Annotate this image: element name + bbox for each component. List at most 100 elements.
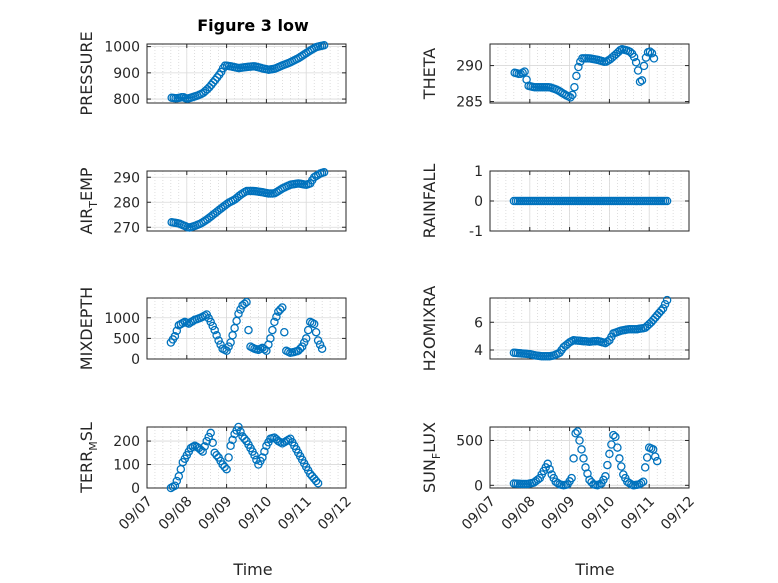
data-point — [240, 434, 249, 443]
data-point — [567, 473, 576, 483]
data-point — [639, 61, 649, 71]
y-tick-label: 900 — [113, 66, 140, 82]
data-point — [260, 447, 269, 456]
axes-box — [146, 426, 347, 489]
y-tick-label: 200 — [113, 434, 140, 450]
data-point — [299, 338, 309, 347]
y-axis-label: THETA — [420, 48, 439, 100]
y-tick-label: 0 — [474, 194, 483, 210]
data-point — [545, 464, 554, 474]
y-tick-label: 500 — [456, 433, 483, 449]
y-tick-label: 280 — [113, 195, 140, 211]
data-point — [574, 62, 583, 72]
data-point — [658, 304, 668, 313]
data-point — [615, 454, 624, 463]
data-point — [573, 427, 582, 436]
data-point — [236, 305, 245, 314]
data-point — [629, 52, 639, 62]
axes-box — [489, 297, 690, 360]
data-point — [656, 306, 666, 315]
data-point — [170, 481, 180, 490]
axes-box — [489, 43, 690, 104]
data-point — [641, 53, 651, 62]
data-point — [297, 342, 307, 351]
data-point — [642, 453, 652, 462]
data-point — [295, 344, 305, 353]
data-point — [224, 342, 233, 351]
data-point — [611, 432, 620, 442]
data-point — [313, 336, 323, 345]
x-axis-label-left: Time — [232, 560, 272, 579]
x-tick-label: 09/09 — [539, 494, 579, 534]
data-point — [214, 336, 223, 345]
subplot-air-temp: 270 280 290 AIRTEMP — [77, 167, 347, 236]
data-point — [270, 317, 279, 327]
data-point — [311, 327, 321, 337]
x-tick-label: 09/08 — [499, 494, 539, 534]
data-point — [609, 430, 618, 440]
data-point — [638, 477, 648, 486]
data-point — [258, 453, 267, 462]
data-point — [645, 47, 655, 56]
data-point — [317, 344, 327, 353]
y-tick-label: 285 — [456, 95, 483, 111]
x-tick-label: 09/07 — [459, 494, 499, 534]
data-point — [662, 295, 672, 305]
y-axis-label: PRESSURE — [77, 31, 96, 115]
data-point — [635, 77, 645, 87]
data-point — [206, 428, 215, 438]
data-point — [649, 54, 659, 63]
data-point — [208, 321, 217, 331]
y-tick-label: 6 — [474, 315, 483, 331]
data-point — [280, 327, 289, 337]
data-point — [210, 325, 219, 335]
data-point — [268, 325, 277, 335]
data-point — [566, 93, 575, 102]
data-point — [613, 443, 622, 452]
y-axis-label: TERRMSL — [77, 422, 100, 494]
data-point — [572, 71, 581, 81]
subplot-mixdepth: 0 500 1000 MIXDEPTH — [77, 287, 347, 370]
data-point — [571, 429, 580, 438]
data-point — [311, 476, 321, 486]
data-point — [660, 299, 670, 309]
data-point — [226, 441, 235, 451]
y-tick-label: -1 — [469, 224, 483, 240]
data-point — [569, 454, 578, 463]
data-point — [662, 196, 672, 206]
y-axis-label: RAINFALL — [420, 164, 439, 239]
y-tick-label: 100 — [113, 458, 140, 474]
y-axis-label: H2OMIXRA — [420, 286, 439, 372]
data-point — [228, 435, 237, 445]
data-point — [647, 49, 657, 58]
data-point — [319, 41, 329, 50]
x-tick-label: 09/11 — [618, 494, 658, 534]
axes-box — [146, 170, 347, 232]
data-point — [234, 422, 243, 432]
data-point — [605, 449, 614, 459]
data-point — [577, 445, 586, 454]
data-point — [315, 340, 325, 349]
data-point — [236, 427, 245, 436]
y-tick-label: 0 — [131, 352, 140, 368]
y-tick-label: 800 — [113, 92, 140, 108]
data-point — [172, 476, 182, 486]
data-point — [633, 66, 643, 75]
data-point — [232, 316, 241, 326]
data-point — [216, 340, 225, 349]
axes-box — [146, 43, 347, 104]
y-tick-label: 1 — [474, 164, 483, 180]
y-axis-label: SUNFLUX — [420, 422, 443, 493]
data-point — [617, 462, 626, 471]
y-tick-label: 290 — [456, 59, 483, 75]
data-point — [228, 331, 237, 340]
data-point — [244, 325, 253, 335]
data-point — [250, 450, 259, 460]
data-point — [176, 464, 186, 474]
data-point — [170, 332, 180, 341]
data-point — [625, 47, 635, 57]
data-point — [636, 478, 646, 488]
y-axis-label: AIRTEMP — [77, 167, 100, 234]
